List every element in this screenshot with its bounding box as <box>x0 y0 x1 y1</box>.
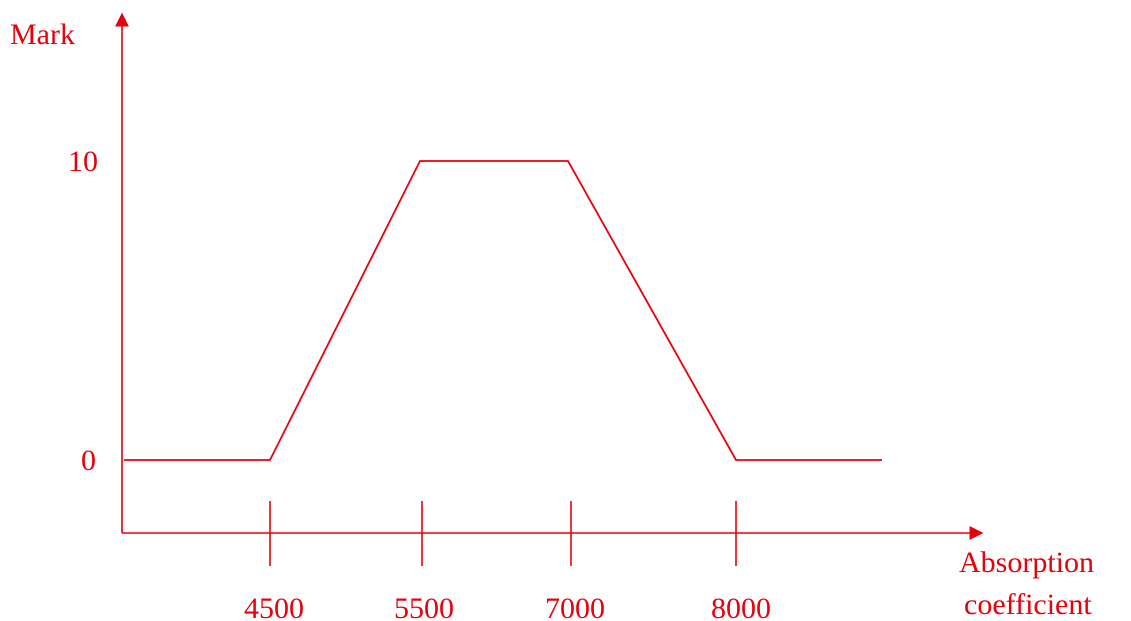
x-tick-label-5500: 5500 <box>394 592 454 621</box>
x-tick-label-4500: 4500 <box>244 592 304 621</box>
y-tick-label-0: 0 <box>81 444 96 477</box>
x-axis-label-line-1: Absorption <box>959 546 1094 579</box>
y-tick-label-10: 10 <box>68 145 98 178</box>
x-axis-label-line-2: coefficient <box>964 588 1092 621</box>
series-line <box>124 160 882 461</box>
x-tick-label-8000: 8000 <box>711 592 771 621</box>
y-axis-label: Mark <box>10 18 75 51</box>
x-tick-label-7000: 7000 <box>545 592 605 621</box>
